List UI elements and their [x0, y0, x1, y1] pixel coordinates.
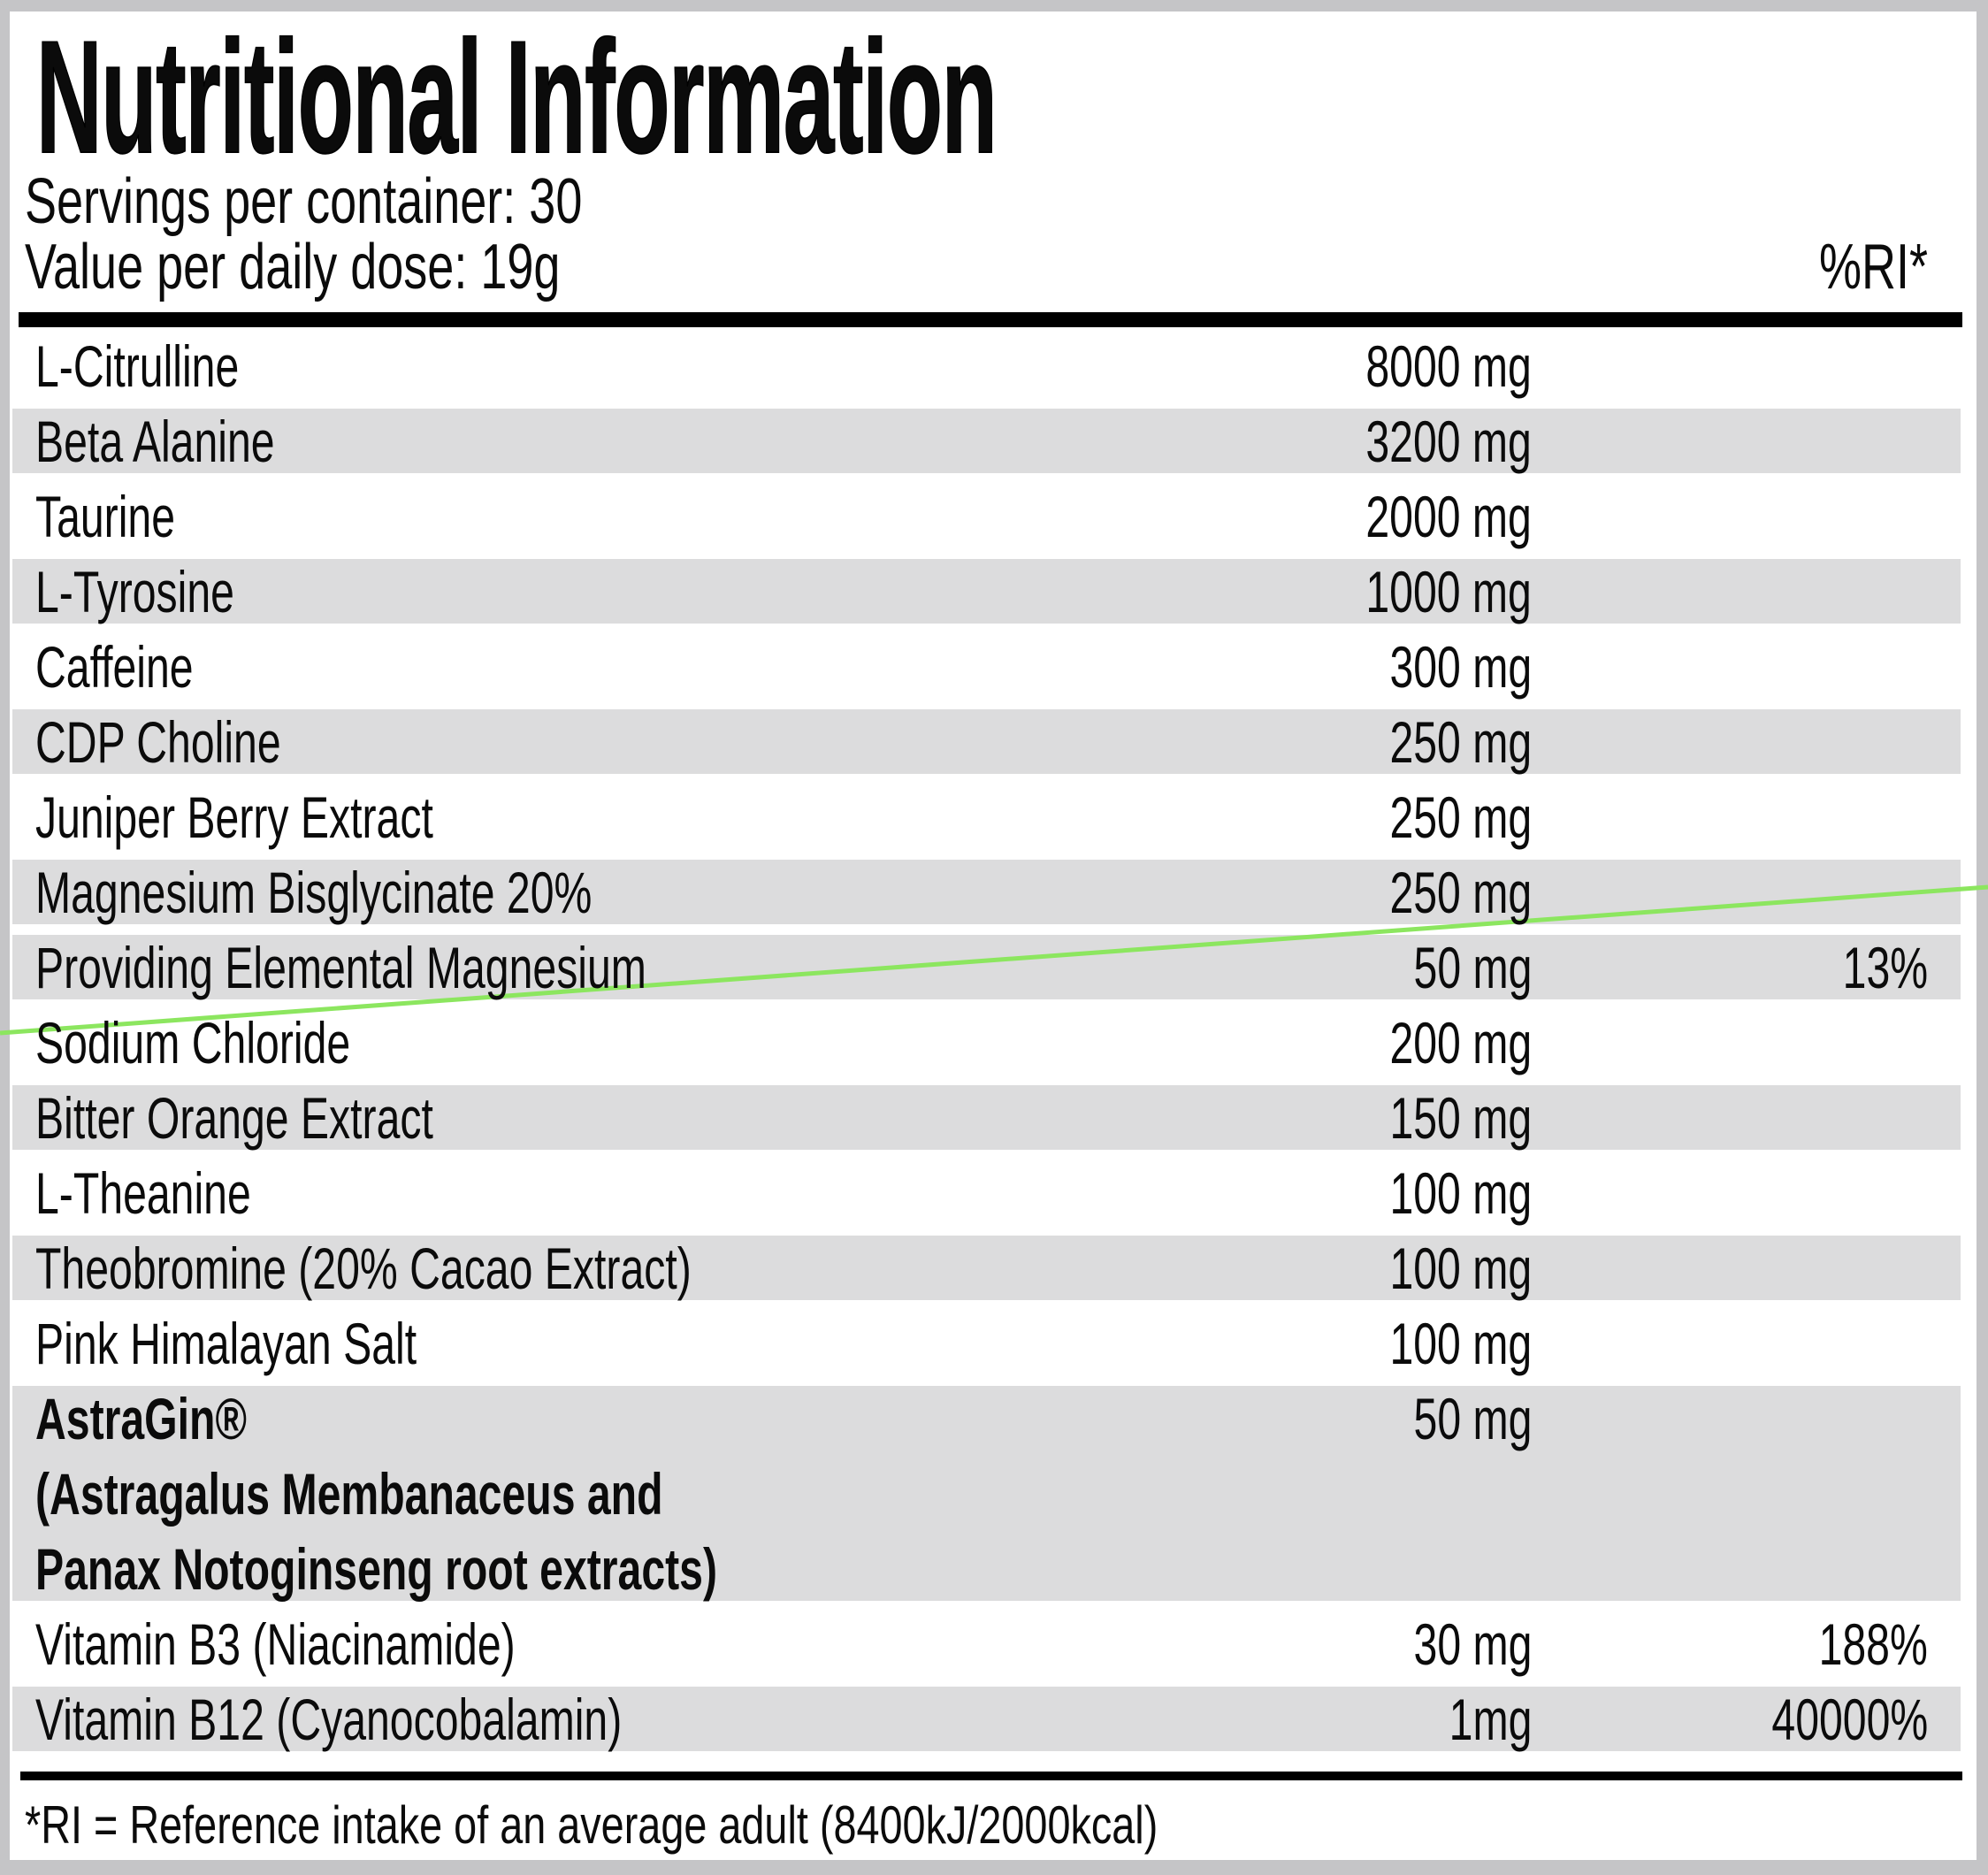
row-name: Juniper Berry Extract — [35, 784, 433, 850]
row-name: Pink Himalayan Salt — [35, 1310, 417, 1376]
table-row: Sodium Chloride 200 mg — [12, 1005, 1961, 1080]
row-name: L-Tyrosine — [35, 558, 234, 624]
table-row: CDP Choline 250 mg — [12, 704, 1961, 779]
table-row: AstraGin® 50 mg — [12, 1381, 1961, 1456]
page-title: Nutritional Information — [35, 8, 1721, 187]
row-amount: 100 mg — [1389, 1159, 1532, 1226]
row-name: Sodium Chloride — [35, 1009, 351, 1075]
table-row: Juniper Berry Extract 250 mg — [12, 779, 1961, 854]
table-row: Caffeine 300 mg — [12, 629, 1961, 704]
top-divider — [19, 312, 1962, 327]
ingredients-table: L-Citrulline 8000 mg Beta Alanine 3200 m… — [12, 328, 1961, 1756]
bottom-divider — [20, 1772, 1962, 1780]
row-name: Theobromine (20% Cacao Extract) — [35, 1235, 692, 1301]
table-row-subline: Panax Notoginseng root extracts) — [12, 1531, 1961, 1606]
row-amount: 50 mg — [1413, 1385, 1532, 1451]
table-row: Theobromine (20% Cacao Extract) 100 mg — [12, 1230, 1961, 1305]
row-name: Magnesium Bisglycinate 20% — [35, 859, 593, 925]
servings-line: Servings per container: 30 — [25, 169, 1928, 234]
row-name: Caffeine — [35, 633, 194, 700]
row-amount: 1mg — [1449, 1686, 1532, 1752]
row-name: CDP Choline — [35, 708, 281, 775]
row-subline-text: (Astragalus Membanaceus and — [35, 1460, 663, 1527]
row-ri: 13% — [1842, 934, 1928, 1000]
ri-column-header: %RI* — [1818, 232, 1928, 302]
row-name: AstraGin® — [35, 1385, 247, 1451]
nutrition-label: Nutritional Information Servings per con… — [0, 8, 1988, 1860]
table-row-subline: (Astragalus Membanaceus and — [12, 1456, 1961, 1531]
row-amount: 8000 mg — [1365, 333, 1532, 399]
row-name: L-Citrulline — [35, 333, 240, 399]
table-row: Magnesium Bisglycinate 20% 250 mg — [12, 854, 1961, 930]
row-amount: 1000 mg — [1365, 558, 1532, 624]
footnote-text: *RI = Reference intake of an average adu… — [25, 1795, 1158, 1855]
row-amount: 100 mg — [1389, 1310, 1532, 1376]
row-amount: 100 mg — [1389, 1235, 1532, 1301]
row-amount: 250 mg — [1389, 859, 1532, 925]
row-name: Bitter Orange Extract — [35, 1084, 433, 1151]
row-amount: 300 mg — [1389, 633, 1532, 700]
row-name: Vitamin B12 (Cyanocobalamin) — [35, 1686, 623, 1752]
table-row: Providing Elemental Magnesium 50 mg 13% — [12, 930, 1961, 1005]
row-amount: 200 mg — [1389, 1009, 1532, 1075]
table-row: Vitamin B12 (Cyanocobalamin) 1mg 40000% — [12, 1681, 1961, 1756]
table-row: Pink Himalayan Salt 100 mg — [12, 1305, 1961, 1381]
row-amount: 50 mg — [1413, 934, 1532, 1000]
row-ri: 40000% — [1771, 1686, 1928, 1752]
table-row: Bitter Orange Extract 150 mg — [12, 1080, 1961, 1155]
row-name: Taurine — [35, 483, 176, 549]
table-row: L-Tyrosine 1000 mg — [12, 554, 1961, 629]
dose-text: Value per daily dose: 19g — [25, 232, 561, 302]
page-title-text: Nutritional Information — [35, 8, 998, 187]
servings-text: Servings per container: 30 — [25, 166, 583, 237]
row-ri: 188% — [1818, 1611, 1928, 1677]
row-name: L-Theanine — [35, 1159, 251, 1226]
dose-line: Value per daily dose: 19g %RI* — [25, 234, 1928, 300]
row-name: Beta Alanine — [35, 408, 275, 474]
table-row: Vitamin B3 (Niacinamide) 30 mg 188% — [12, 1606, 1961, 1681]
table-row: L-Theanine 100 mg — [12, 1155, 1961, 1230]
table-row: L-Citrulline 8000 mg — [12, 328, 1961, 403]
row-amount: 30 mg — [1413, 1611, 1532, 1677]
table-row: Beta Alanine 3200 mg — [12, 403, 1961, 478]
row-name: Vitamin B3 (Niacinamide) — [35, 1611, 516, 1677]
row-amount: 250 mg — [1389, 708, 1532, 775]
label-header: Servings per container: 30 Value per dai… — [25, 169, 1928, 300]
row-subline-text: Panax Notoginseng root extracts) — [35, 1535, 718, 1602]
row-name: Providing Elemental Magnesium — [35, 934, 646, 1000]
row-amount: 3200 mg — [1365, 408, 1532, 474]
table-row: Taurine 2000 mg — [12, 478, 1961, 554]
row-amount: 250 mg — [1389, 784, 1532, 850]
row-amount: 2000 mg — [1365, 483, 1532, 549]
footnote: *RI = Reference intake of an average adu… — [25, 1796, 1478, 1855]
row-amount: 150 mg — [1389, 1084, 1532, 1151]
table-row-group: AstraGin® 50 mg (Astragalus Membanaceus … — [12, 1381, 1961, 1606]
